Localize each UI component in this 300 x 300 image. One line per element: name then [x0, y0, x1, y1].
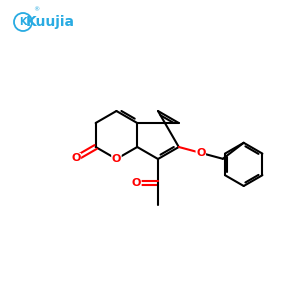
Text: ®: ®	[33, 7, 39, 12]
Text: Kuujia: Kuujia	[26, 15, 74, 29]
Text: O: O	[196, 148, 206, 158]
Text: O: O	[71, 153, 81, 164]
Text: O: O	[132, 178, 141, 188]
Text: O: O	[112, 154, 121, 164]
Text: K: K	[19, 17, 27, 27]
